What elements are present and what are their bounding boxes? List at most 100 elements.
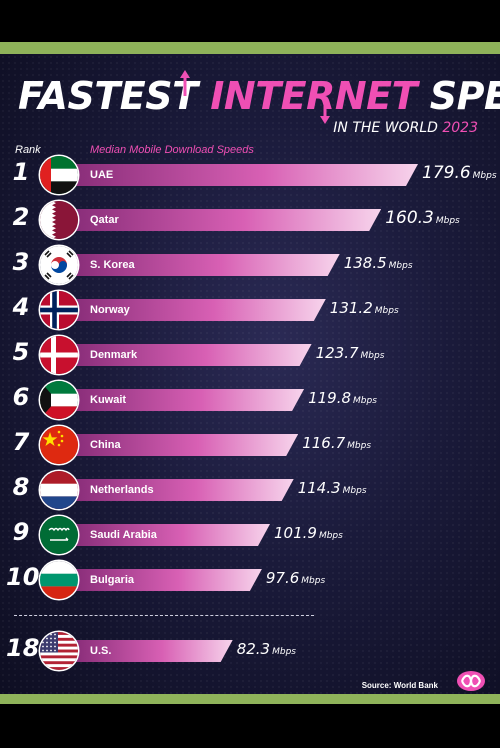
chart-row: 6 Kuwait 119.8 Mbps (0, 381, 500, 421)
bar (76, 164, 418, 186)
data-value: 123.7 (315, 344, 359, 362)
data-label: 160.3 Mbps (385, 208, 460, 228)
data-unit: Mbps (272, 647, 296, 657)
bar (76, 344, 312, 366)
bar (76, 389, 304, 411)
data-value: 119.8 (308, 389, 352, 407)
category-label: U.S. (90, 645, 112, 657)
data-value: 114.3 (297, 479, 341, 497)
data-unit: Mbps (360, 351, 385, 361)
china-flag-icon (40, 426, 78, 464)
data-label: 101.9 Mbps (274, 523, 343, 542)
chart-row: 5 Denmark 123.7 Mbps (0, 336, 500, 376)
bar (76, 569, 262, 591)
qatar-flag-icon (40, 201, 78, 239)
data-label: 114.3 Mbps (298, 478, 367, 497)
publisher-logo-icon (457, 671, 485, 691)
data-unit: Mbps (347, 441, 372, 451)
bar (76, 524, 270, 546)
category-label: UAE (90, 169, 114, 181)
data-unit: Mbps (374, 306, 399, 316)
rank-number: 10 (6, 563, 40, 591)
denmark-flag-icon (40, 336, 78, 374)
top-accent-bar (0, 42, 500, 54)
south-korea-flag-icon (40, 246, 78, 284)
category-label: Bulgaria (90, 574, 135, 586)
subtitle-text: IN THE WORLD (333, 120, 438, 136)
bar (76, 479, 294, 501)
data-label: 116.7 Mbps (302, 433, 371, 452)
data-value: 101.9 (274, 524, 317, 542)
data-unit: Mbps (353, 396, 377, 406)
data-label: 179.6 Mbps (422, 163, 497, 183)
category-label: Qatar (90, 214, 119, 226)
data-value: 160.3 (385, 208, 434, 228)
category-label: Netherlands (90, 484, 154, 496)
category-label: Norway (90, 304, 130, 316)
rank-number: 9 (12, 518, 30, 546)
category-label: S. Korea (90, 259, 135, 271)
data-label: 119.8 Mbps (308, 388, 377, 407)
data-label: 138.5 Mbps (344, 253, 413, 272)
bar (76, 640, 233, 662)
rank-number: 4 (12, 293, 30, 321)
bar (76, 254, 340, 276)
rank-number: 8 (12, 473, 30, 501)
data-value: 97.6 (265, 569, 300, 587)
arrow-down-icon (320, 98, 330, 124)
chart-subtitle: IN THE WORLD 2023 (333, 120, 478, 136)
category-label: Denmark (90, 349, 138, 361)
chart-row: 3 S. Korea 138.5 Mbps (0, 246, 500, 286)
category-label: Kuwait (90, 394, 127, 406)
category-label: China (90, 439, 121, 451)
chart-row: 2 Qatar 160.3 Mbps (0, 201, 500, 241)
rank-number: 18 (6, 634, 40, 662)
data-unit: Mbps (388, 261, 413, 271)
bar (76, 299, 326, 321)
chart-row: 1 UAE 179.6 Mbps (0, 156, 500, 196)
title-word-3: SPEEDS (429, 74, 500, 118)
bottom-accent-bar (0, 694, 500, 704)
data-unit: Mbps (435, 216, 460, 226)
uae-flag-icon (40, 156, 78, 194)
bar (76, 209, 381, 231)
data-unit: Mbps (472, 171, 497, 181)
rank-number: 5 (12, 338, 30, 366)
data-value: 82.3 (236, 640, 271, 658)
category-label: Saudi Arabia (90, 529, 157, 541)
chart-row: 8 Netherlands 114.3 Mbps (0, 471, 500, 511)
chart-title: FASTEST INTERNET SPEEDS (18, 74, 500, 118)
rank-number: 6 (12, 383, 30, 411)
rank-divider (14, 615, 314, 616)
data-unit: Mbps (318, 531, 343, 541)
kuwait-flag-icon (40, 381, 78, 419)
rank-column-label: Rank (15, 144, 41, 156)
rank-number: 3 (12, 248, 30, 276)
arrow-up-icon (180, 70, 190, 96)
saudi-arabia-flag-icon (40, 516, 78, 554)
norway-flag-icon (40, 291, 78, 329)
usa-flag-icon (40, 632, 78, 670)
data-value: 116.7 (302, 434, 346, 452)
bulgaria-flag-icon (40, 561, 78, 599)
chart-row: 7 China 116.7 Mbps (0, 426, 500, 466)
rank-number: 1 (12, 158, 30, 186)
data-value: 131.2 (329, 299, 373, 317)
data-label: 97.6 Mbps (266, 568, 325, 587)
title-word-2: INTERNET (210, 74, 418, 118)
subtitle-year: 2023 (442, 120, 478, 136)
data-label: 123.7 Mbps (316, 343, 385, 362)
chart-row: 10 Bulgaria 97.6 Mbps (0, 561, 500, 601)
metric-label: Median Mobile Download Speeds (90, 144, 254, 156)
data-unit: Mbps (301, 576, 326, 586)
chart-row: 9 Saudi Arabia 101.9 Mbps (0, 516, 500, 556)
data-value: 138.5 (343, 254, 387, 272)
rank-number: 7 (12, 428, 30, 456)
data-value: 179.6 (422, 163, 471, 183)
infographic-panel: FASTEST INTERNET SPEEDS IN THE WORLD 202… (0, 54, 500, 694)
netherlands-flag-icon (40, 471, 78, 509)
rank-number: 2 (12, 203, 30, 231)
chart-row: 4 Norway 131.2 Mbps (0, 291, 500, 331)
source-note: Source: World Bank (361, 681, 438, 690)
title-word-1: FASTEST (18, 74, 198, 118)
